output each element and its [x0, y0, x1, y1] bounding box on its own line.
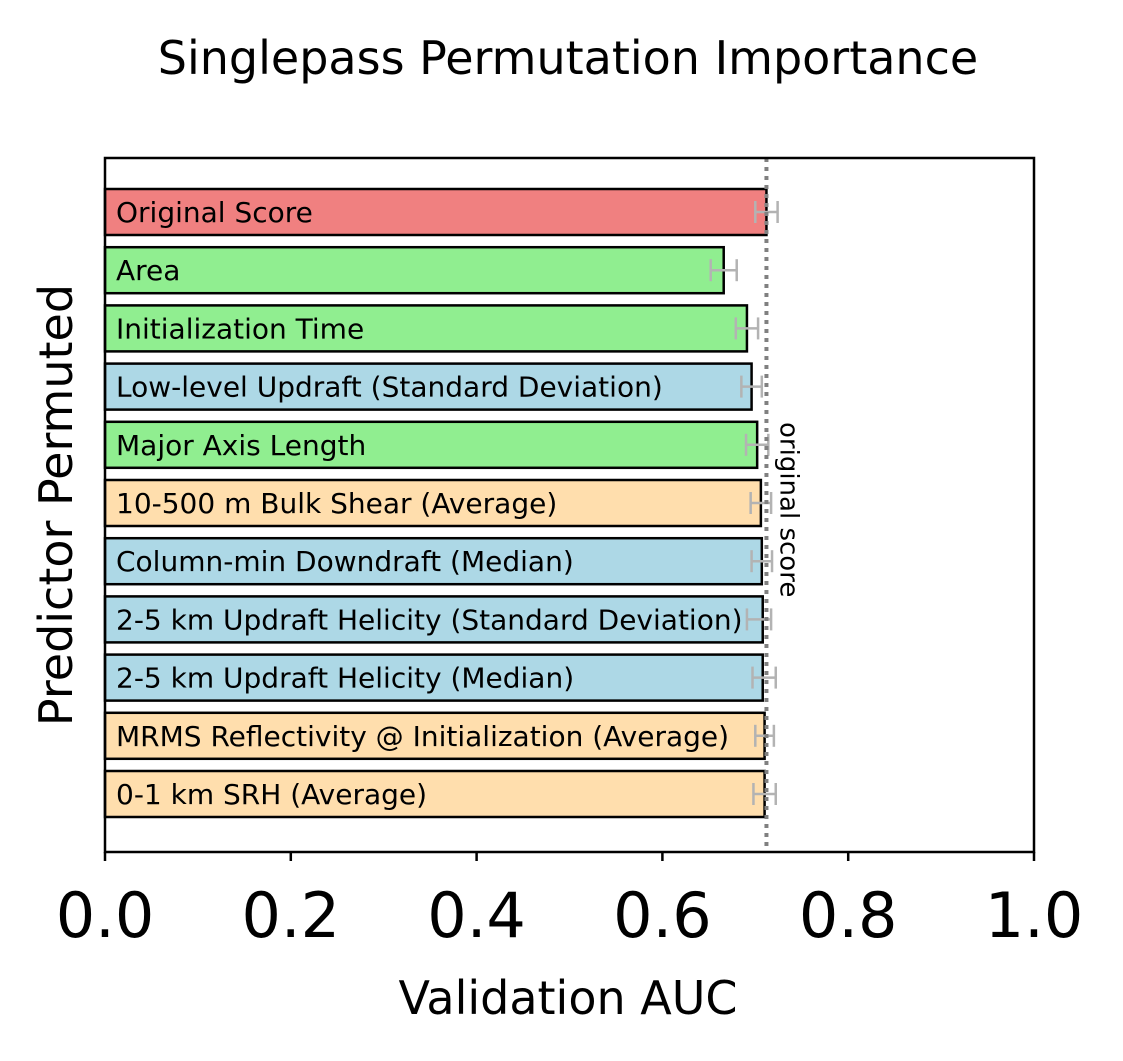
bar-label: 2-5 km Updraft Helicity (Standard Deviat… [116, 603, 743, 636]
x-ticks-layer: 0.0 0.2 0.4 0.6 0.8 1.0 [56, 852, 1084, 952]
bar [103, 478, 763, 528]
bar-label: Original Score [116, 196, 313, 229]
x-tick-label: 1.0 [985, 879, 1084, 952]
bar [103, 187, 768, 237]
original-score-line-label: original score [773, 422, 803, 597]
bar [103, 362, 753, 411]
bar-label: Low-level Updraft (Standard Deviation) [116, 371, 663, 404]
chart-title: Singlepass Permutation Importance [158, 31, 978, 85]
bar-label: Area [116, 254, 180, 287]
bar-label: Initialization Time [116, 312, 364, 345]
bar [103, 245, 725, 295]
x-tick-label: 0.2 [241, 879, 340, 952]
x-tick-label: 0.4 [427, 879, 526, 952]
bars-layer [103, 187, 768, 819]
x-tick-label: 0.8 [799, 879, 898, 952]
x-tick-label: 0.0 [56, 879, 155, 952]
x-tick-label: 0.6 [613, 879, 712, 952]
bar-labels-layer: Original Score Area Initialization Time Low… [116, 196, 743, 811]
bar-label: 2-5 km Updraft Helicity (Median) [116, 662, 574, 695]
plot-frame [103, 156, 1036, 854]
bar-label: Major Axis Length [116, 429, 366, 462]
bar-label: MRMS Reflectivity @ Initialization (Aver… [116, 720, 729, 753]
bar [103, 304, 749, 353]
x-axis-label: Validation AUC [398, 971, 737, 1025]
y-axis-label: Predictor Permuted [29, 284, 83, 726]
bar-label: Column-min Downdraft (Median) [116, 545, 574, 578]
bar [103, 420, 759, 470]
bar-label: 10-500 m Bulk Shear (Average) [116, 487, 557, 520]
bar-label: 0-1 km SRH (Average) [116, 778, 427, 811]
